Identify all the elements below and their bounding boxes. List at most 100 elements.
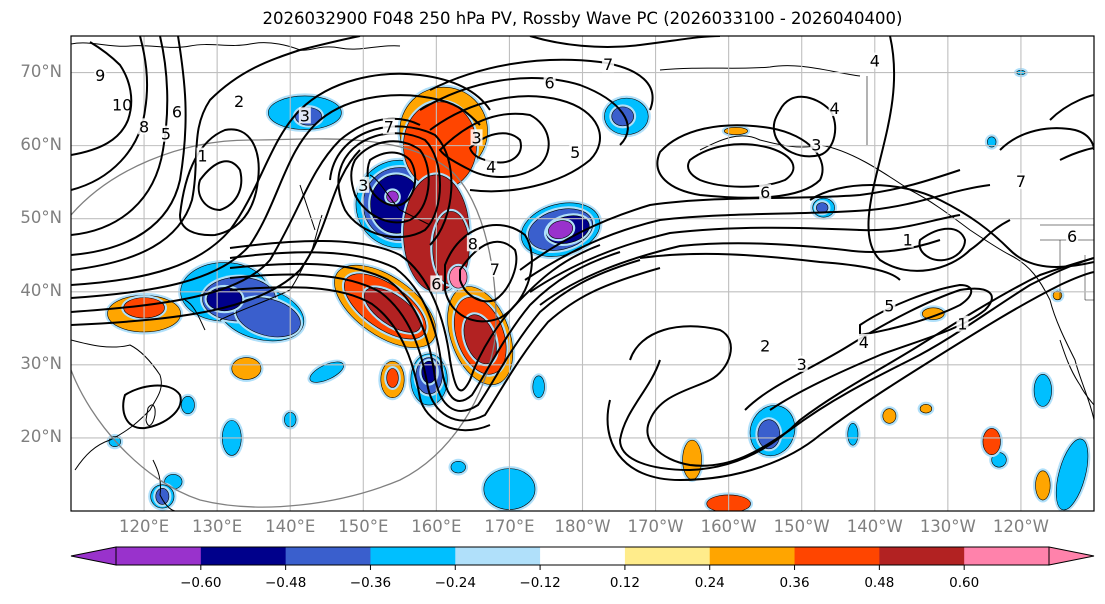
longitude-label: 170°W bbox=[627, 517, 684, 536]
contour-label-gap bbox=[170, 103, 183, 120]
positive-pv-anomaly bbox=[386, 368, 399, 388]
contour-label-gap bbox=[810, 136, 823, 153]
colorbar-tick-label: 0.48 bbox=[864, 575, 895, 591]
negative-pv-anomaly bbox=[987, 136, 997, 148]
contour-label-gap bbox=[466, 235, 479, 252]
positive-pv-anomaly bbox=[982, 428, 1001, 456]
pv-contour bbox=[524, 184, 991, 281]
contour-label-gap bbox=[868, 52, 881, 69]
contour-label: 2 bbox=[760, 337, 770, 356]
longitude-label: 130°E bbox=[192, 517, 243, 536]
negative-pv-anomaly bbox=[181, 395, 195, 415]
negative-pv-anomaly bbox=[155, 488, 170, 505]
pv-contour bbox=[229, 286, 491, 432]
colorbar-segment bbox=[116, 547, 202, 565]
contour-label-gap bbox=[138, 118, 151, 135]
contour-label-gap bbox=[901, 231, 914, 248]
contour-label: 6 bbox=[1067, 227, 1077, 246]
pv-contour bbox=[429, 58, 654, 111]
longitude-label: 140°E bbox=[265, 517, 316, 536]
pv-contour bbox=[329, 125, 453, 246]
latitude-label: 70°N bbox=[20, 61, 62, 81]
longitude-label: 150°E bbox=[338, 517, 389, 536]
contour-label-gap bbox=[828, 100, 841, 117]
contour-label: 6 bbox=[545, 74, 555, 93]
pv-contour bbox=[629, 257, 1094, 467]
contour-label-gap bbox=[196, 147, 209, 164]
chart-title: 2026032900 F048 250 hPa PV, Rossby Wave … bbox=[262, 9, 903, 28]
coastline-taiwan bbox=[145, 404, 156, 426]
pv-contours bbox=[71, 36, 1094, 482]
pv-contour bbox=[529, 36, 721, 48]
positive-pv-anomaly bbox=[921, 307, 945, 320]
coastline-north-america bbox=[1009, 254, 1094, 421]
negative-pv-anomaly bbox=[1055, 438, 1089, 511]
colorbar-segment bbox=[540, 547, 626, 565]
pv-contour bbox=[71, 36, 361, 271]
contour-label-gap bbox=[94, 67, 107, 84]
pv-contour bbox=[429, 95, 601, 193]
pv-contour bbox=[419, 77, 629, 146]
colorbar-tick-label: −0.12 bbox=[519, 575, 561, 591]
contour-label: 7 bbox=[490, 260, 500, 279]
pv-contour bbox=[229, 259, 641, 412]
contour-label: 8 bbox=[468, 234, 478, 253]
coastline-alaska bbox=[659, 65, 1011, 256]
contour-label-gap bbox=[470, 129, 483, 146]
pv-contour bbox=[229, 251, 621, 402]
longitude-label: 160°E bbox=[411, 517, 462, 536]
pv-contour bbox=[438, 112, 550, 178]
contour-label-gap bbox=[857, 333, 870, 350]
colorbar-tick-label: −0.36 bbox=[349, 575, 392, 591]
negative-pv-anomaly bbox=[532, 375, 545, 399]
pv-contour bbox=[999, 127, 1094, 151]
colorbar-segment bbox=[794, 547, 880, 565]
contour-label-gap bbox=[488, 260, 501, 277]
contour-label: 2 bbox=[234, 92, 244, 111]
contour-label: 3 bbox=[797, 355, 807, 374]
contour-label: 7 bbox=[1016, 172, 1026, 191]
positive-pv-anomaly bbox=[231, 357, 262, 380]
pv-contour bbox=[859, 283, 973, 337]
pv-contour bbox=[744, 287, 993, 411]
pv-contour bbox=[71, 36, 169, 236]
coastline-philippines bbox=[152, 459, 176, 511]
pv-contour bbox=[656, 124, 824, 199]
negative-pv-anomaly bbox=[816, 202, 829, 214]
contour-label-gap bbox=[543, 74, 556, 91]
pv-contour bbox=[444, 224, 533, 323]
contour-label-gap bbox=[485, 158, 498, 175]
pv-contour bbox=[71, 36, 149, 191]
pv-contour bbox=[772, 95, 837, 158]
pv-contour bbox=[529, 214, 961, 293]
contour-label: 4 bbox=[859, 333, 869, 352]
pv-contour bbox=[71, 149, 361, 326]
range-circle bbox=[71, 138, 497, 508]
contour-label: 8 bbox=[139, 117, 149, 136]
positive-pv-anomaly bbox=[723, 127, 748, 135]
latitude-label: 20°N bbox=[20, 426, 62, 446]
longitude-label: 160°W bbox=[700, 517, 757, 536]
longitude-label: 120°W bbox=[992, 517, 1049, 536]
pv-contour bbox=[229, 240, 601, 392]
colorbar-segment bbox=[879, 547, 965, 565]
latitude-label: 30°N bbox=[20, 353, 62, 373]
pv-contour bbox=[468, 132, 522, 164]
colorbar-tick-label: 0.36 bbox=[779, 575, 810, 591]
coastline-baja bbox=[1059, 339, 1094, 406]
positive-pv-anomaly bbox=[682, 439, 702, 480]
contour-label: 7 bbox=[384, 117, 394, 136]
colorbar-outline bbox=[115, 546, 1050, 566]
longitude-label: 130°W bbox=[919, 517, 976, 536]
contour-label: 6 bbox=[172, 103, 182, 122]
contour-label-gap bbox=[430, 275, 443, 292]
pv-contour bbox=[350, 140, 430, 224]
contour-label-gap bbox=[883, 297, 896, 314]
positive-pv-anomaly bbox=[1052, 290, 1063, 301]
contour-label-gap bbox=[357, 176, 370, 193]
colorbar-tick-label: −0.48 bbox=[264, 575, 307, 591]
contour-label-gap bbox=[759, 337, 772, 354]
pv-contour bbox=[71, 36, 187, 256]
contour-label-gap bbox=[233, 92, 246, 109]
